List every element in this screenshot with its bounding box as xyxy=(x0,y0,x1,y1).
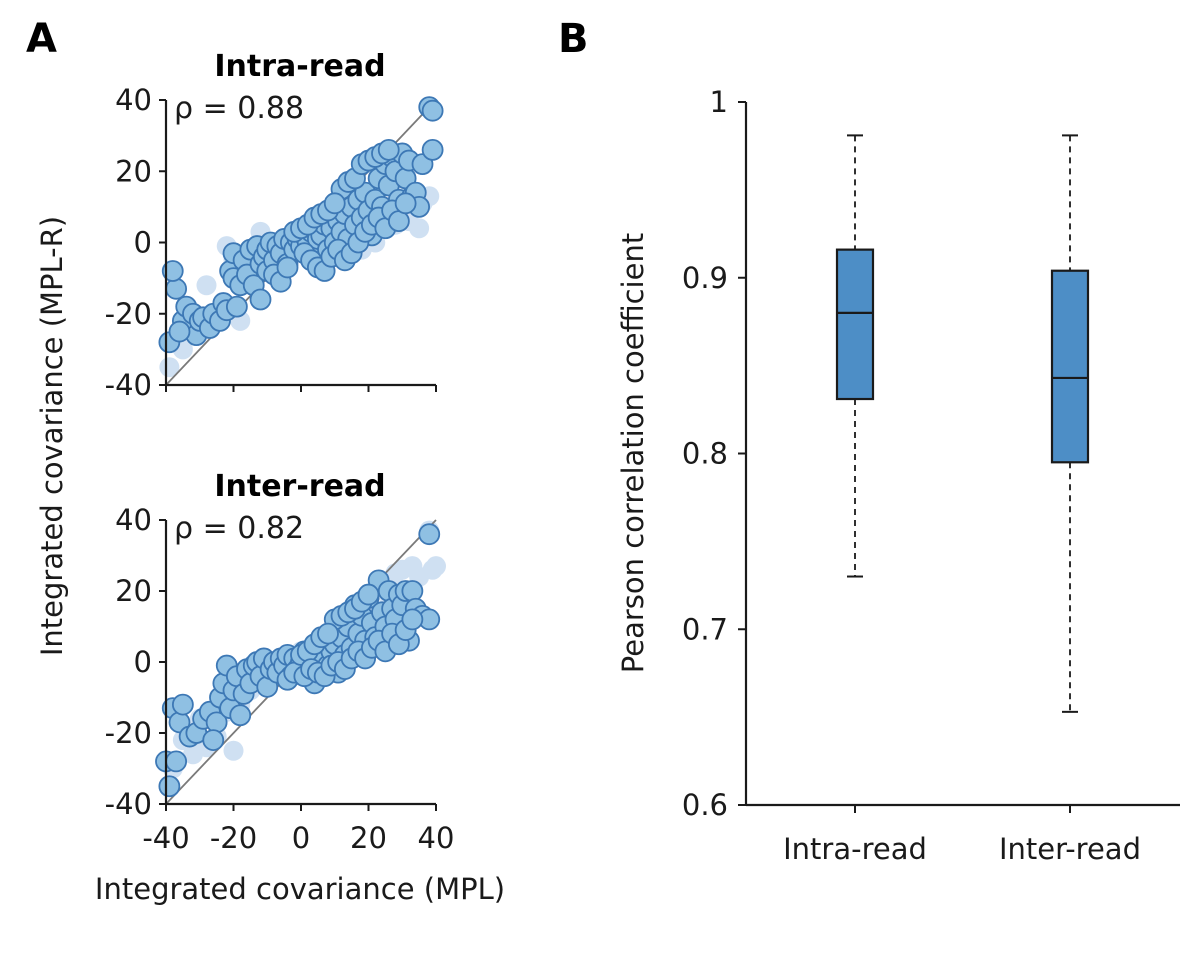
scatter-point xyxy=(401,608,424,631)
scatter-inter-read: Inter-read ρ = 0.82 -40 -20 0 20 40 -40 -20 0 20 40… xyxy=(95,469,505,906)
scatter-point xyxy=(418,523,441,546)
x-tick-label: Intra-read xyxy=(783,832,927,866)
x-tick-label: Inter-read xyxy=(999,832,1141,866)
x-axis-label: Integrated covariance (MPL) xyxy=(95,872,505,906)
scatter-point xyxy=(165,750,188,773)
faint-point xyxy=(409,218,430,239)
subplot-title: Inter-read xyxy=(214,469,385,504)
faint-point xyxy=(159,357,180,378)
scatter-intra-read: Intra-read ρ = 0.88 -40 -20 0 20 40 xyxy=(105,49,444,402)
x-tick-label: -40 xyxy=(142,821,189,855)
scatter-point xyxy=(249,288,272,311)
scatter-point xyxy=(158,775,181,798)
scatter-point xyxy=(357,583,380,606)
y-tick-label: 20 xyxy=(115,574,152,608)
panel-label-b: B xyxy=(558,16,589,62)
scatter-point xyxy=(168,320,191,343)
scatter-point xyxy=(276,256,299,279)
scatter-point xyxy=(225,295,248,318)
faint-point xyxy=(223,740,244,761)
x-tick-label: -20 xyxy=(210,821,257,855)
scatter-point xyxy=(229,704,252,727)
panel-label-a: A xyxy=(26,16,57,62)
rho-annotation: ρ = 0.88 xyxy=(174,91,304,126)
y-tick-label: 40 xyxy=(115,83,152,117)
y-tick-label: 0 xyxy=(134,645,152,679)
x-tick-label: 20 xyxy=(350,821,387,855)
y-tick-label: 0 xyxy=(134,226,152,260)
scatter-point xyxy=(394,192,417,215)
y-tick-label: 20 xyxy=(115,154,152,188)
y-tick-label: -20 xyxy=(105,716,152,750)
box-iqr xyxy=(835,248,875,401)
y-tick-label: 0.7 xyxy=(682,612,728,646)
scatter-point xyxy=(401,580,424,602)
scatter-point xyxy=(202,729,225,751)
scatter-point xyxy=(171,693,194,716)
y-tick-label: 0.8 xyxy=(682,437,728,471)
x-tick-label: 40 xyxy=(418,821,455,855)
scatter-point xyxy=(161,260,184,282)
boxplot-pearson: 0.6 0.7 0.8 0.9 1 Pearson correlation coeffic… xyxy=(616,85,1180,866)
y-tick-label: -40 xyxy=(105,787,152,821)
y-tick-label: 0.9 xyxy=(682,261,728,295)
rho-annotation: ρ = 0.82 xyxy=(174,511,304,546)
y-tick-label: 0.6 xyxy=(682,788,728,822)
faint-point xyxy=(196,275,217,296)
scatter-point xyxy=(323,192,346,215)
y-axis-label: Pearson correlation coefficient xyxy=(616,233,650,673)
scatter-point xyxy=(421,99,444,122)
x-tick-label: 0 xyxy=(292,821,310,855)
y-tick-label: 1 xyxy=(710,85,728,119)
scatter-point xyxy=(421,138,444,161)
y-tick-label: -40 xyxy=(105,368,152,402)
scatter-point xyxy=(377,138,400,161)
subplot-title: Intra-read xyxy=(214,49,385,84)
scatter-point xyxy=(317,622,339,645)
scatter-point xyxy=(165,277,188,300)
shared-y-axis-label: Integrated covariance (MPL-R) xyxy=(35,216,69,656)
faint-point xyxy=(426,556,446,577)
box-iqr xyxy=(1050,269,1090,464)
y-tick-label: -20 xyxy=(105,297,152,331)
y-tick-label: 40 xyxy=(115,503,152,537)
